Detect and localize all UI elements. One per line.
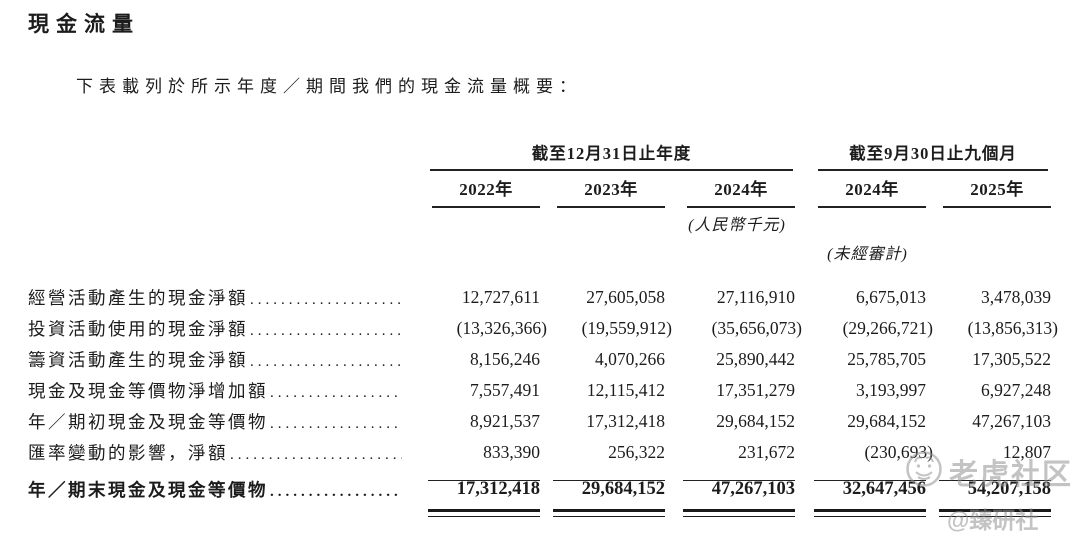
leader-dots: ........................................… bbox=[230, 447, 402, 463]
leader-dots: ........................................… bbox=[270, 483, 402, 500]
row-label-cell: 匯率變動的影響，淨額 .............................… bbox=[28, 440, 428, 465]
leader-dots: ........................................… bbox=[270, 385, 402, 401]
row-label-cell: 投資活動使用的現金淨額.............................… bbox=[28, 316, 428, 341]
row-label-cell: 現金及現金等價物淨增加額............................… bbox=[28, 378, 428, 403]
leader-dots: ........................................… bbox=[250, 354, 402, 370]
cell-value: 17,312,418 bbox=[586, 411, 665, 431]
table-row-beginning-cash: 年／期初現金及現金等價物............................… bbox=[28, 406, 1051, 437]
column-group-header-row: 截至12月31日止年度 截至9月30日止九個月 bbox=[28, 140, 1051, 171]
cell-value: 8,156,246 bbox=[470, 349, 540, 369]
row-label: 年／期末現金及現金等價物 bbox=[28, 479, 268, 500]
cell-value: 12,807 bbox=[1002, 442, 1051, 462]
year-2024: 2024年 bbox=[687, 175, 795, 208]
total-double-rule-row bbox=[28, 504, 1051, 517]
cell-value: 17,351,279 bbox=[716, 380, 795, 400]
cell-value: 3,478,039 bbox=[981, 287, 1051, 307]
row-label-cell: 年／期初現金及現金等價物............................… bbox=[28, 409, 428, 434]
page-title: 現金流量 bbox=[28, 12, 140, 36]
cell-value: (35,656,073) bbox=[711, 318, 802, 338]
table-row-financing: 籌資活動產生的現金淨額.............................… bbox=[28, 344, 1051, 375]
double-rule-cell bbox=[540, 504, 665, 522]
cell-value: 29,684,152 bbox=[716, 411, 795, 431]
cell-value: 833,390 bbox=[483, 442, 540, 462]
cell-value: 12,727,611 bbox=[461, 287, 540, 307]
row-label: 籌資活動產生的現金淨額 bbox=[28, 350, 248, 370]
cell-value: 27,116,910 bbox=[716, 287, 795, 307]
year-2023: 2023年 bbox=[557, 175, 665, 208]
rule-cell bbox=[665, 468, 795, 486]
cell-value: 17,305,522 bbox=[972, 349, 1051, 369]
unaudited-note-row: (未經審計) bbox=[28, 238, 1051, 266]
cell-value: 6,675,013 bbox=[856, 287, 926, 307]
year-header-cell: 2025年 bbox=[926, 175, 1051, 208]
cash-flow-table: 截至12月31日止年度 截至9月30日止九個月 2022年 2023年 2024… bbox=[28, 140, 1058, 517]
cell-value: 47,267,103 bbox=[711, 478, 795, 499]
cell-value: (29,266,721) bbox=[842, 318, 933, 338]
cell-value: (13,326,366) bbox=[456, 318, 547, 338]
year-header-cell: 2023年 bbox=[540, 175, 665, 208]
year-header-cell: 2022年 bbox=[428, 175, 540, 208]
cell-value: (230,693) bbox=[864, 442, 933, 462]
cell-value: 4,070,266 bbox=[595, 349, 665, 369]
unaudited-note: (未經審計) bbox=[827, 246, 908, 263]
rule-cell bbox=[795, 468, 926, 486]
total-top-rule-row bbox=[28, 468, 1051, 481]
table-row-ending-cash-total: 年／期末現金及現金等價物............................… bbox=[28, 474, 1051, 504]
cell-value: 17,312,418 bbox=[456, 478, 540, 499]
cell-value: 29,684,152 bbox=[847, 411, 926, 431]
year-2022: 2022年 bbox=[432, 175, 540, 208]
row-label: 投資活動使用的現金淨額 bbox=[28, 319, 248, 339]
table-row-operating: 經營活動產生的現金淨額.............................… bbox=[28, 282, 1051, 313]
double-rule-cell bbox=[428, 504, 540, 522]
row-label: 匯率變動的影響，淨額 bbox=[28, 443, 228, 463]
table-row-fx-effect: 匯率變動的影響，淨額 .............................… bbox=[28, 437, 1051, 468]
column-group-annual: 截至12月31日止年度 bbox=[430, 140, 793, 171]
cell-value: (13,856,313) bbox=[967, 318, 1058, 338]
cell-value: 12,115,412 bbox=[586, 380, 665, 400]
double-rule-cell bbox=[795, 504, 926, 522]
year-2024-9m: 2024年 bbox=[818, 175, 926, 208]
leader-dots: ........................................… bbox=[270, 416, 402, 432]
row-label: 年／期初現金及現金等價物 bbox=[28, 412, 268, 432]
double-rule-cell bbox=[665, 504, 795, 522]
cell-value: (19,559,912) bbox=[581, 318, 672, 338]
double-rule-cell bbox=[926, 504, 1051, 522]
intro-text: 下表載列於所示年度／期間我們的現金流量概要： bbox=[76, 77, 582, 96]
leader-dots: ........................................… bbox=[250, 292, 402, 308]
cell-value: 25,890,442 bbox=[716, 349, 795, 369]
cell-value: 256,322 bbox=[608, 442, 665, 462]
cell-value: 231,672 bbox=[738, 442, 795, 462]
row-label-cell: 經營活動產生的現金淨額.............................… bbox=[28, 285, 428, 310]
cell-value: 47,267,103 bbox=[972, 411, 1051, 431]
cell-value: 6,927,248 bbox=[981, 380, 1051, 400]
leader-dots: ........................................… bbox=[250, 323, 402, 339]
currency-note-row: (人民幣千元) bbox=[28, 208, 1051, 238]
cell-value: 27,605,058 bbox=[586, 287, 665, 307]
cell-value: 8,921,537 bbox=[470, 411, 540, 431]
row-label: 現金及現金等價物淨增加額 bbox=[28, 381, 268, 401]
column-group-nine-months: 截至9月30日止九個月 bbox=[818, 140, 1048, 171]
cell-value: 29,684,152 bbox=[581, 478, 665, 499]
rule-cell bbox=[428, 468, 540, 486]
cell-value: 25,785,705 bbox=[847, 349, 926, 369]
rule-cell bbox=[540, 468, 665, 486]
table-row-investing: 投資活動使用的現金淨額.............................… bbox=[28, 313, 1058, 344]
row-label-cell: 年／期末現金及現金等價物............................… bbox=[28, 477, 428, 502]
cell-value: 32,647,456 bbox=[842, 478, 926, 499]
year-header-cell: 2024年 bbox=[665, 175, 795, 208]
rule-cell bbox=[926, 468, 1051, 486]
spacer-row bbox=[28, 266, 1051, 282]
currency-unit-note: (人民幣千元) bbox=[688, 217, 786, 234]
cell-value: 7,557,491 bbox=[470, 380, 540, 400]
year-header-row: 2022年 2023年 2024年 2024年 2025年 bbox=[28, 168, 1051, 208]
year-header-cell: 2024年 bbox=[795, 175, 926, 208]
cell-value: 54,207,158 bbox=[967, 478, 1051, 499]
row-label-cell: 籌資活動產生的現金淨額.............................… bbox=[28, 347, 428, 372]
cell-value: 3,193,997 bbox=[856, 380, 926, 400]
row-label: 經營活動產生的現金淨額 bbox=[28, 288, 248, 308]
year-2025-9m: 2025年 bbox=[943, 175, 1051, 208]
table-row-net-increase: 現金及現金等價物淨增加額............................… bbox=[28, 375, 1051, 406]
